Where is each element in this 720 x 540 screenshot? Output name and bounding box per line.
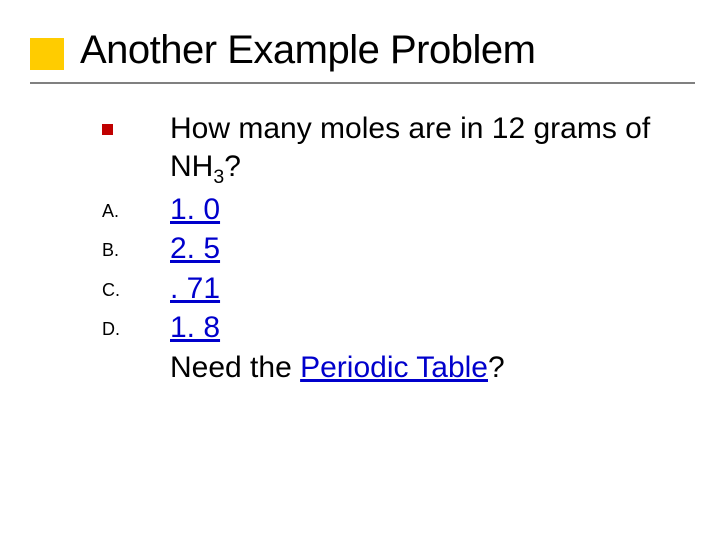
- question-row: How many moles are in 12 grams of NH3?: [102, 110, 680, 189]
- option-marker-b: B.: [102, 230, 170, 261]
- option-a[interactable]: 1. 0: [170, 191, 220, 229]
- slide-title: Another Example Problem: [30, 28, 720, 73]
- slide: Another Example Problem How many moles a…: [0, 0, 720, 540]
- option-text-a[interactable]: 1. 0: [170, 193, 220, 226]
- option-text-c[interactable]: . 71: [170, 272, 220, 305]
- footer-prefix: Need the: [170, 351, 300, 384]
- option-b[interactable]: 2. 5: [170, 230, 220, 268]
- footer-suffix: ?: [488, 351, 505, 384]
- question-text: How many moles are in 12 grams of NH3?: [170, 110, 680, 189]
- option-row-c: C. . 71: [102, 270, 680, 308]
- content-area: How many moles are in 12 grams of NH3? A…: [102, 110, 680, 386]
- option-marker-a: A.: [102, 191, 170, 222]
- option-c[interactable]: . 71: [170, 270, 220, 308]
- periodic-table-link[interactable]: Periodic Table: [300, 351, 488, 384]
- option-d[interactable]: 1. 8: [170, 309, 220, 347]
- option-text-b[interactable]: 2. 5: [170, 232, 220, 265]
- option-row-d: D. 1. 8: [102, 309, 680, 347]
- question-prefix: How many moles are in 12 grams of NH: [170, 112, 650, 183]
- question-suffix: ?: [224, 150, 241, 183]
- square-bullet-icon: [102, 124, 113, 135]
- option-marker-d: D.: [102, 309, 170, 340]
- bullet-marker: [102, 110, 170, 135]
- option-row-a: A. 1. 0: [102, 191, 680, 229]
- option-row-b: B. 2. 5: [102, 230, 680, 268]
- title-block: Another Example Problem: [30, 28, 720, 73]
- question-subscript: 3: [213, 166, 224, 188]
- footer-row: Need the Periodic Table?: [102, 349, 680, 387]
- option-marker-c: C.: [102, 270, 170, 301]
- title-underline: [30, 82, 695, 84]
- option-text-d[interactable]: 1. 8: [170, 311, 220, 344]
